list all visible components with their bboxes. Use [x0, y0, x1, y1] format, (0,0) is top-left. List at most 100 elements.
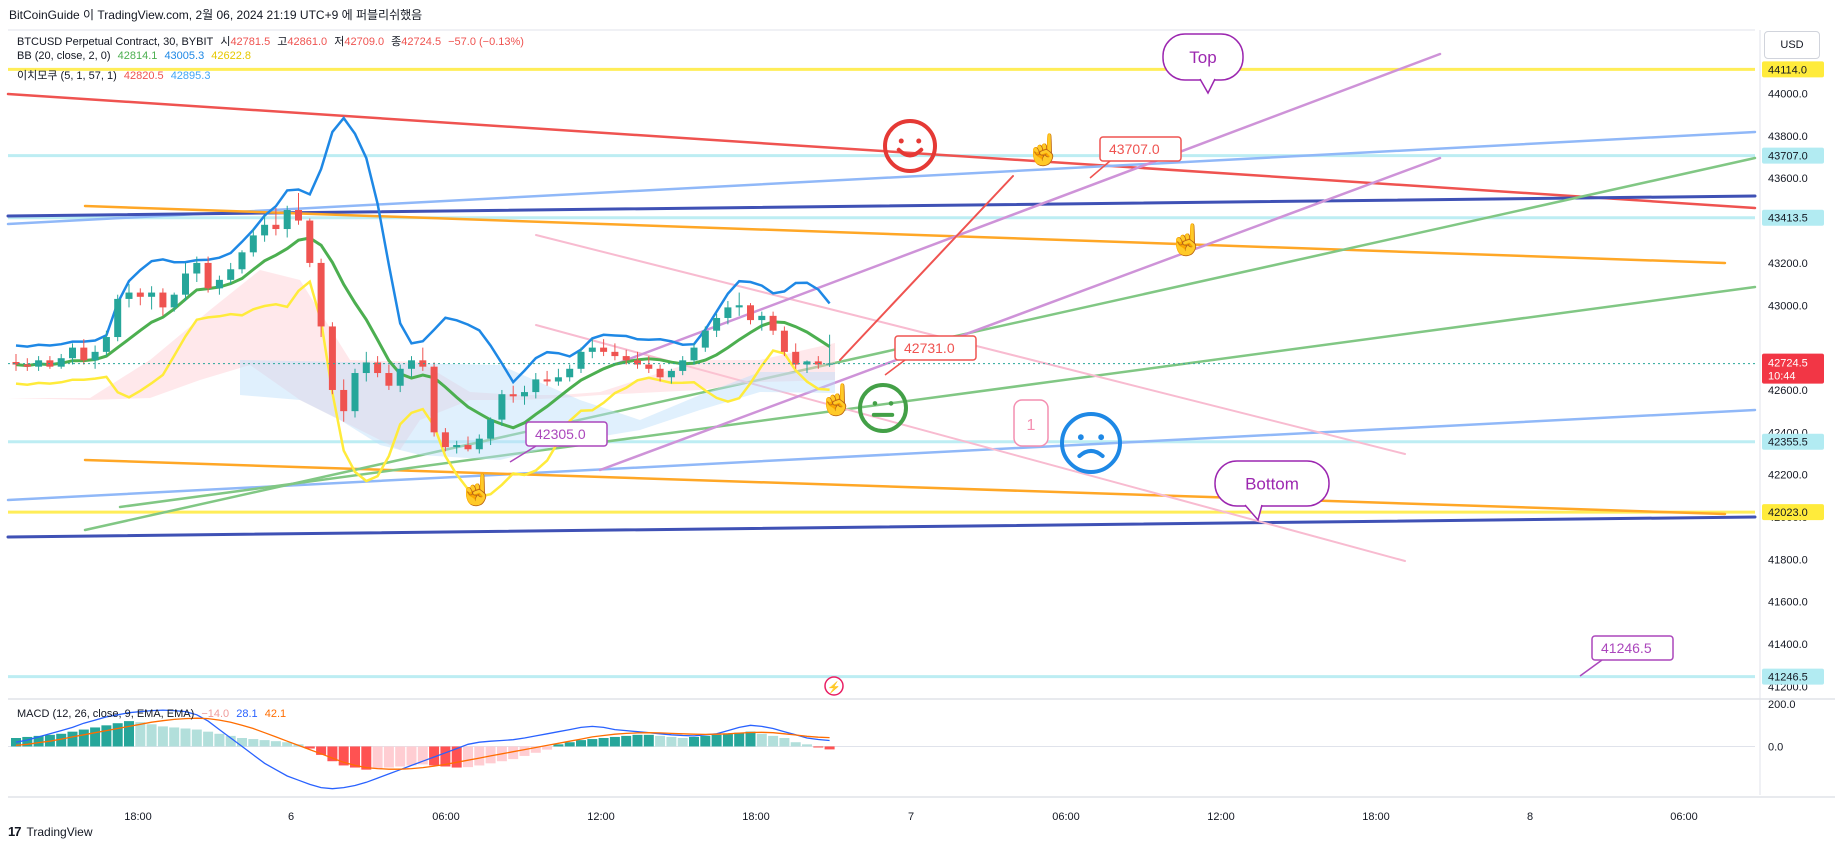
candle-body[interactable]	[521, 392, 528, 397]
candle-body[interactable]	[57, 358, 65, 367]
candle-body[interactable]	[554, 377, 562, 382]
candle-body[interactable]	[283, 209, 291, 230]
candle-body[interactable]	[114, 298, 122, 338]
red-arrow-line[interactable]	[839, 175, 1014, 361]
candle-body[interactable]	[566, 368, 574, 378]
candle-body[interactable]	[148, 292, 156, 297]
red-trendline[interactable]	[6, 92, 1757, 210]
candle-body[interactable]	[803, 361, 811, 365]
candle-body[interactable]	[441, 432, 449, 448]
callout-43707-box[interactable]	[1099, 136, 1182, 162]
candle-body[interactable]	[464, 445, 472, 450]
candle-body[interactable]	[679, 360, 687, 371]
candle-body[interactable]	[724, 307, 732, 318]
candle-body[interactable]	[611, 351, 619, 357]
candle-body[interactable]	[136, 292, 144, 297]
macd-histogram-bar	[451, 746, 462, 768]
candle-body[interactable]	[792, 351, 800, 365]
candle-body[interactable]	[182, 273, 189, 295]
signal-line[interactable]	[15, 717, 830, 770]
candle-body[interactable]	[509, 394, 517, 397]
candle-body[interactable]	[261, 224, 269, 236]
candle-body[interactable]	[91, 351, 99, 361]
blue-channel-top[interactable]	[6, 130, 1757, 226]
callout-42731-box[interactable]	[894, 335, 977, 361]
candle-body[interactable]	[622, 356, 630, 361]
navy-trendline-bottom[interactable]	[6, 515, 1757, 539]
candle-body[interactable]	[125, 292, 133, 299]
candle-body[interactable]	[80, 347, 88, 361]
candle-body[interactable]	[656, 368, 664, 378]
bb-legend[interactable]: BB (20, close, 2, 0) 42814.1 43005.3 426…	[17, 50, 255, 62]
candle-body[interactable]	[814, 361, 822, 365]
candle-body[interactable]	[385, 373, 393, 386]
candle-body[interactable]	[170, 294, 178, 308]
ichimoku-legend[interactable]: 이치모쿠 (5, 1, 57, 1) 42820.5 42895.3	[17, 67, 214, 83]
candle-body[interactable]	[159, 292, 167, 308]
candle-body[interactable]	[69, 347, 76, 359]
candle-body[interactable]	[690, 347, 698, 361]
candle-body[interactable]	[475, 438, 483, 450]
purple-channel-top[interactable]	[598, 52, 1442, 372]
green-channel-bottom[interactable]	[118, 285, 1757, 509]
candle-body[interactable]	[12, 362, 20, 365]
candle-body[interactable]	[419, 360, 427, 367]
bottom-callout-bubble[interactable]	[1214, 460, 1330, 507]
bb-lower-line[interactable]	[15, 279, 830, 498]
candle-body[interactable]	[498, 394, 506, 420]
candle-body[interactable]	[532, 379, 540, 393]
candle-body[interactable]	[204, 262, 212, 289]
candle-body[interactable]	[193, 262, 201, 274]
candle-body[interactable]	[588, 347, 596, 352]
candle-body[interactable]	[408, 360, 415, 369]
price-tick-label: 41800.0	[1768, 554, 1808, 566]
candle-body[interactable]	[317, 262, 325, 327]
candle-body[interactable]	[362, 362, 370, 374]
macd-legend[interactable]: MACD (12, 26, close, 9, EMA, EMA) −14.0 …	[17, 708, 290, 720]
candle-body[interactable]	[701, 330, 709, 348]
candle-body[interactable]	[328, 326, 336, 390]
candle-body[interactable]	[272, 224, 280, 230]
candle-body[interactable]	[351, 373, 359, 412]
currency-button[interactable]: USD	[1764, 31, 1820, 59]
macd-line[interactable]	[15, 709, 830, 790]
candle-body[interactable]	[645, 364, 653, 369]
candle-body[interactable]	[453, 445, 461, 448]
callout-43707-text: 43707.0	[1109, 141, 1160, 157]
lightning-icon[interactable]	[824, 676, 844, 696]
candle-body[interactable]	[238, 252, 246, 270]
candle-body[interactable]	[747, 305, 754, 321]
candle-body[interactable]	[215, 279, 223, 289]
candle-body[interactable]	[249, 235, 257, 253]
candle-body[interactable]	[543, 379, 551, 382]
callout-41246-box[interactable]	[1591, 635, 1674, 661]
candle-body[interactable]	[227, 269, 235, 280]
candle-body[interactable]	[340, 389, 348, 412]
candle-body[interactable]	[430, 366, 438, 433]
candle-body[interactable]	[667, 370, 675, 378]
orange-channel-bottom[interactable]	[83, 458, 1727, 516]
candle-body[interactable]	[295, 209, 302, 221]
blue-channel-bottom[interactable]	[6, 408, 1757, 502]
candle-body[interactable]	[102, 337, 110, 352]
candle-body[interactable]	[23, 364, 31, 367]
candle-body[interactable]	[374, 362, 382, 374]
candle-body[interactable]	[487, 419, 495, 439]
candle-body[interactable]	[600, 347, 608, 352]
candle-body[interactable]	[735, 305, 743, 308]
candle-body[interactable]	[396, 368, 404, 386]
candle-body[interactable]	[713, 317, 721, 331]
callout-42305-box[interactable]	[525, 421, 608, 447]
candle-body[interactable]	[577, 351, 585, 369]
candle-body[interactable]	[306, 220, 314, 263]
purple-channel-bottom[interactable]	[598, 156, 1442, 472]
candle-body[interactable]	[758, 315, 766, 321]
candle-body[interactable]	[780, 330, 788, 352]
callout-42731-text: 42731.0	[904, 340, 955, 356]
price-axis-label: 42355.5	[1768, 437, 1808, 449]
candle-body[interactable]	[769, 315, 777, 331]
orange-channel-top[interactable]	[83, 204, 1727, 265]
candle-body[interactable]	[634, 360, 641, 365]
note-box[interactable]	[1013, 399, 1049, 447]
